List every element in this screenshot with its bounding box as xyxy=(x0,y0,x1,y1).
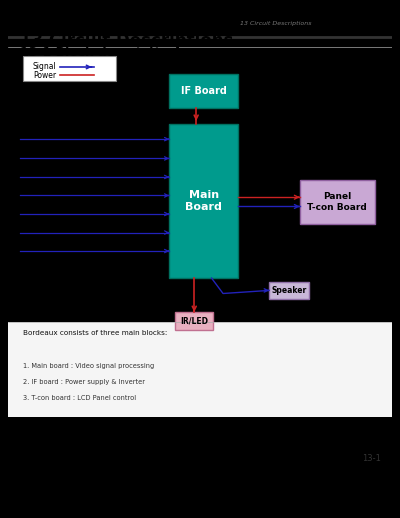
Bar xyxy=(300,180,375,224)
Text: 2. IF board : Power supply & Inverter: 2. IF board : Power supply & Inverter xyxy=(23,379,145,385)
Text: Panel
T-con Board: Panel T-con Board xyxy=(308,192,367,211)
Text: 3. T-con board : LCD Panel control: 3. T-con board : LCD Panel control xyxy=(23,395,136,401)
Text: IF Board: IF Board xyxy=(181,86,227,96)
Bar xyxy=(269,282,310,299)
Text: Scart 1,2: Scart 1,2 xyxy=(20,148,49,153)
Text: 13-1: 13-1 xyxy=(362,454,382,463)
Text: Power: Power xyxy=(33,71,56,80)
Text: 1. Main board : Video signal processing: 1. Main board : Video signal processing xyxy=(23,363,155,369)
Text: 13 Circuit Descriptions: 13 Circuit Descriptions xyxy=(240,21,312,26)
Bar xyxy=(23,56,116,81)
Bar xyxy=(8,322,392,417)
Text: DVI-D: DVI-D xyxy=(20,222,38,227)
Text: A/V: A/V xyxy=(20,166,31,172)
Text: 13-1 Block description: 13-1 Block description xyxy=(20,46,176,59)
Text: PC: PC xyxy=(20,240,28,246)
Text: RF In ( Air , Cable ): RF In ( Air , Cable ) xyxy=(20,127,82,134)
Text: Main
Board: Main Board xyxy=(186,190,222,212)
Bar xyxy=(169,124,238,278)
Bar xyxy=(169,74,238,108)
Text: 13 Circuit Descriptions: 13 Circuit Descriptions xyxy=(20,32,233,50)
Text: IR/LED: IR/LED xyxy=(180,316,208,326)
Text: Bordeaux consists of three main blocks:: Bordeaux consists of three main blocks: xyxy=(23,330,168,336)
Text: Component: Component xyxy=(20,203,58,209)
Bar xyxy=(175,312,214,330)
Text: Signal: Signal xyxy=(33,63,57,71)
Text: S-Video: S-Video xyxy=(20,184,44,191)
Text: Speaker: Speaker xyxy=(272,286,307,295)
